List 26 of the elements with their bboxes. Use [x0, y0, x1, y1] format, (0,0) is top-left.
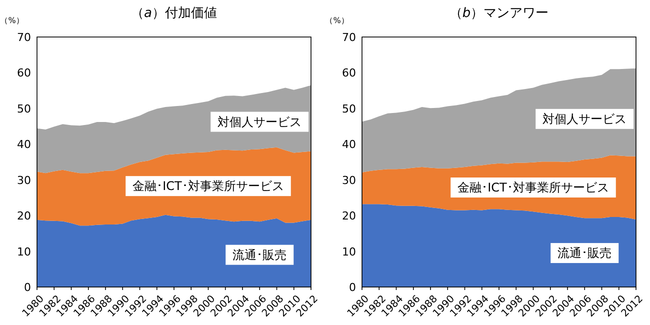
y-tick-label: 20	[342, 210, 356, 223]
y-tick-label: 40	[17, 138, 31, 152]
y-tick-label: 10	[17, 245, 31, 258]
y-tick-label: 50	[342, 102, 356, 116]
y-tick-label: 40	[342, 138, 356, 152]
series-label: 対個人サービス	[218, 114, 302, 129]
chart-title: （a）付加価値	[131, 6, 217, 21]
y-tick-label: 70	[342, 31, 356, 44]
y-tick-label: 20	[17, 210, 31, 223]
series-label: 流通･販売	[232, 248, 287, 262]
y-tick-label: 70	[17, 31, 31, 44]
y-tick-label: 50	[17, 102, 31, 116]
series-label: 流通･販売	[558, 246, 612, 260]
chart-title: （b）マンアワー	[449, 6, 549, 21]
y-axis-title: （%）	[325, 16, 349, 25]
series-label: 対個人サービス	[542, 112, 627, 126]
y-tick-label: 60	[17, 66, 31, 80]
y-tick-label: 60	[342, 66, 356, 80]
y-tick-label: 30	[342, 174, 356, 187]
y-axis-title: （%）	[0, 16, 24, 25]
y-tick-label: 30	[17, 174, 31, 187]
y-tick-label: 0	[24, 281, 31, 294]
series-label: 金融･ICT･対事業所サービス	[132, 179, 284, 194]
y-tick-label: 0	[349, 281, 356, 294]
y-tick-label: 10	[342, 245, 356, 258]
series-label: 金融･ICT･対事業所サービス	[458, 180, 609, 194]
